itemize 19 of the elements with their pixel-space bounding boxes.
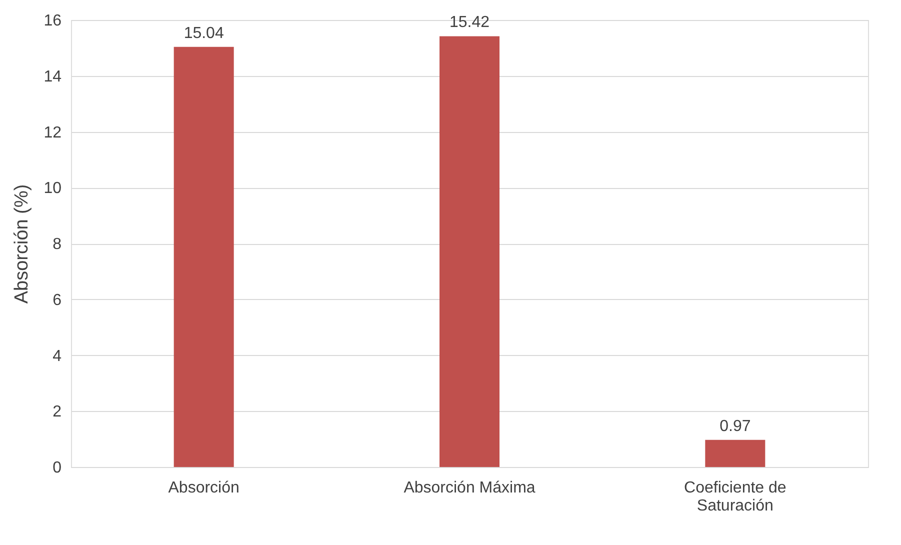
y-tick-label: 16: [44, 12, 62, 30]
x-tick-label: Coeficiente de Saturación: [684, 480, 786, 514]
data-label: 15.42: [449, 14, 490, 32]
y-axis-title: Absorción (%): [12, 184, 33, 304]
x-tick-label: Absorción Máxima: [404, 480, 536, 496]
data-label: 15.04: [184, 24, 224, 42]
y-tick-label: 10: [44, 180, 62, 198]
y-tick-label: 14: [44, 68, 62, 86]
bar: [705, 440, 766, 467]
bar: [440, 36, 500, 467]
x-tick-label: Absorción: [168, 480, 240, 496]
y-tick-label: 4: [52, 348, 62, 365]
y-tick-label: 6: [52, 292, 62, 309]
y-tick-label: 2: [52, 404, 62, 421]
bar: [174, 46, 234, 467]
data-label: 0.97: [720, 418, 751, 435]
y-tick-label: 8: [52, 236, 62, 253]
y-tick-label: 0: [52, 460, 62, 476]
y-tick-label: 12: [44, 124, 62, 142]
